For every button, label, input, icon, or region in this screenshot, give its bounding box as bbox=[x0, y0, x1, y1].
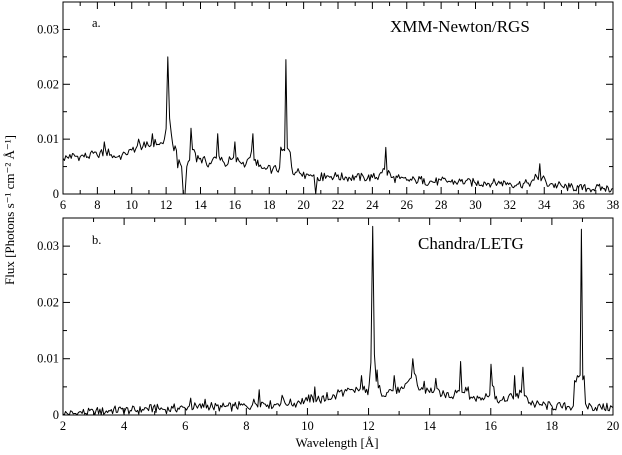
panel-b-x-tick-label: 12 bbox=[362, 419, 375, 433]
panel-a-x-tick-label: 30 bbox=[469, 198, 482, 212]
panel-b-x-tick-label: 2 bbox=[60, 419, 66, 433]
panel-a-x-tick-label: 16 bbox=[229, 198, 242, 212]
panel-a-x-tick-label: 38 bbox=[607, 198, 620, 212]
panel-a-x-tick-label: 10 bbox=[126, 198, 139, 212]
panel-b-y-tick-label: 0.03 bbox=[37, 239, 59, 253]
x-axis-label: Wavelength [Å] bbox=[295, 435, 378, 450]
panel-a-x-tick-label: 28 bbox=[435, 198, 448, 212]
panel-a-x-tick-label: 22 bbox=[332, 198, 345, 212]
panel-b: b. Chandra/LETG 2 4 6 8 10 12 14 16 18 20 0 0.01 0.0… bbox=[37, 217, 620, 433]
panel-b-y-tick-label: 0 bbox=[53, 408, 59, 422]
panel-a-x-tick-label: 32 bbox=[504, 198, 517, 212]
panel-a: a. XMM-Newton/RGS 6 8 10 12 14 16 18 20 22 24 26 28… bbox=[37, 1, 620, 212]
panel-a-y-tick-label: 0.01 bbox=[37, 132, 59, 146]
panel-a-plot: 6 8 10 12 14 16 18 20 22 24 26 28 30 32 34 36 38 0 0.01 0.0… bbox=[37, 1, 620, 212]
panel-a-y-tick-label: 0 bbox=[53, 187, 59, 201]
panel-a-x-tick-label: 12 bbox=[160, 198, 173, 212]
panel-a-x-tick-label: 18 bbox=[263, 198, 276, 212]
panel-b-y-tick-label: 0.02 bbox=[37, 295, 59, 309]
panel-b-x-tick-label: 10 bbox=[301, 419, 314, 433]
panel-a-x-tick-label: 26 bbox=[401, 198, 414, 212]
panel-a-x-tick-label: 8 bbox=[94, 198, 100, 212]
panel-b-x-tick-label: 20 bbox=[607, 419, 620, 433]
panel-a-frame bbox=[62, 1, 614, 195]
panel-a-y-tick-label: 0.02 bbox=[37, 77, 59, 91]
y-axis-label: Flux [Photons s⁻¹ cm⁻² Å⁻¹] bbox=[2, 135, 17, 285]
panel-b-plot: 2 4 6 8 10 12 14 16 18 20 0 0.01 0.02 0.03 bbox=[37, 217, 620, 433]
panel-a-x-tick-label: 24 bbox=[366, 198, 379, 212]
panel-b-x-tick-label: 18 bbox=[546, 419, 559, 433]
panel-a-x-tick-label: 14 bbox=[194, 198, 207, 212]
panel-b-label: b. bbox=[92, 233, 101, 247]
panel-b-x-tick-label: 8 bbox=[243, 419, 249, 433]
panel-a-x-tick-label: 20 bbox=[297, 198, 310, 212]
panel-a-y-tick-label: 0.03 bbox=[37, 22, 59, 36]
panel-b-spectrum-line bbox=[62, 225, 614, 416]
panel-b-y-tick-label: 0.01 bbox=[37, 352, 59, 366]
panel-a-spectrum-line bbox=[62, 56, 614, 195]
panel-b-instrument: Chandra/LETG bbox=[418, 234, 524, 253]
panel-a-x-tick-label: 36 bbox=[572, 198, 585, 212]
panel-a-label: a. bbox=[92, 16, 101, 30]
panel-a-instrument: XMM-Newton/RGS bbox=[390, 17, 530, 36]
panel-a-x-tick-label: 34 bbox=[538, 198, 551, 212]
panel-b-x-tick-label: 16 bbox=[485, 419, 498, 433]
panel-b-x-tick-label: 14 bbox=[423, 419, 436, 433]
panel-b-x-tick-label: 4 bbox=[121, 419, 128, 433]
panel-b-x-tick-label: 6 bbox=[182, 419, 188, 433]
panel-b-frame bbox=[62, 217, 614, 416]
panel-a-x-tick-label: 6 bbox=[60, 198, 66, 212]
